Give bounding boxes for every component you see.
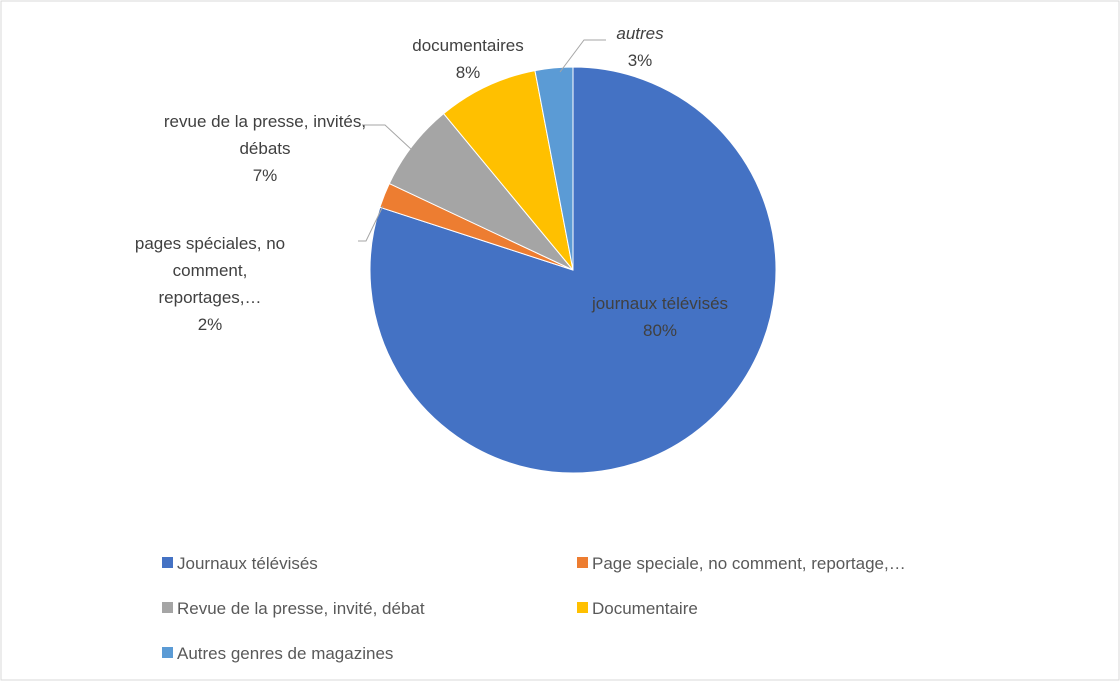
data-label-name: pages spéciales, no comment, reportages,…: [134, 234, 286, 307]
pie-slice: [442, 70, 574, 271]
legend-entry: Documentaire: [577, 599, 698, 619]
data-label-name: documentaires: [412, 36, 524, 55]
data-label-value: 80%: [642, 321, 678, 340]
data-label-name: journaux télévisés: [591, 294, 729, 313]
data-label-value: 8%: [455, 63, 481, 82]
leader-line: [559, 39, 606, 73]
legend-label: Page speciale, no comment, reportage,…: [592, 554, 906, 573]
legend-swatch: [162, 557, 173, 568]
data-label: revue de la presse, invités, débats 7%: [155, 108, 375, 189]
legend-label: Autres genres de magazines: [177, 644, 394, 663]
legend-label: Journaux télévisés: [177, 554, 318, 573]
legend-entry: Revue de la presse, invité, débat: [162, 599, 425, 619]
legend-swatch: [577, 602, 588, 613]
legend-swatch: [577, 557, 588, 568]
data-label-name: autres: [616, 24, 664, 43]
data-label-name: revue de la presse, invités, débats: [163, 112, 367, 158]
data-label-value: 7%: [252, 166, 278, 185]
legend-swatch: [162, 647, 173, 658]
data-label-value: 3%: [627, 51, 653, 70]
pie-slice: [534, 66, 574, 271]
data-label: documentaires 8%: [388, 32, 548, 86]
legend-entry: Journaux télévisés: [162, 554, 318, 574]
data-label: autres 3%: [580, 20, 700, 74]
leader-line: [362, 124, 413, 151]
legend-label: Revue de la presse, invité, débat: [177, 599, 425, 618]
data-label-value: 2%: [197, 315, 223, 334]
legend-label: Documentaire: [592, 599, 698, 618]
legend-swatch: [162, 602, 173, 613]
leader-line: [358, 205, 384, 242]
legend-entry: Page speciale, no comment, reportage,…: [577, 554, 906, 574]
data-label: journaux télévisés 80%: [560, 290, 760, 344]
data-label: pages spéciales, no comment, reportages,…: [125, 230, 295, 338]
legend-entry: Autres genres de magazines: [162, 644, 393, 664]
